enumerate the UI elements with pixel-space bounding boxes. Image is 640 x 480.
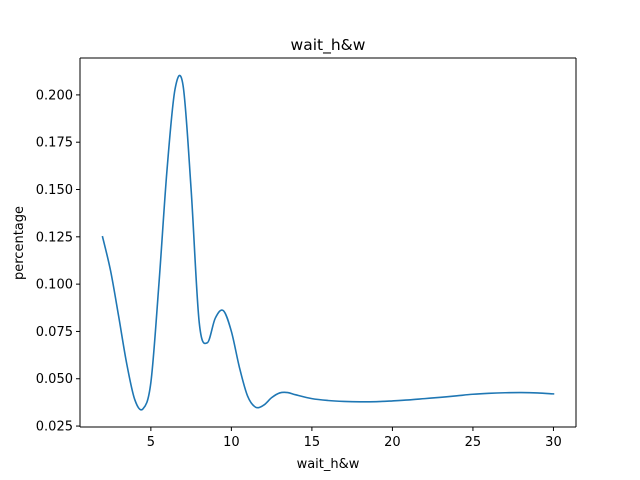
- x-tick-label: 20: [384, 435, 401, 450]
- y-tick-label: 0.150: [36, 183, 73, 198]
- y-tick-label: 0.200: [36, 88, 73, 103]
- x-tick-label: 5: [147, 435, 155, 450]
- y-tick-label: 0.025: [36, 420, 73, 435]
- x-axis-label: wait_h&w: [297, 457, 360, 472]
- x-tick-label: 30: [545, 435, 562, 450]
- chart-title: wait_h&w: [291, 36, 366, 55]
- plot-area: [80, 58, 576, 427]
- series-layer: [101, 74, 555, 411]
- x-tick-label: 10: [223, 435, 240, 450]
- y-axis-label: percentage: [12, 206, 27, 280]
- y-tick-label: 0.175: [36, 136, 73, 151]
- y-tick-label: 0.100: [36, 278, 73, 293]
- series-line-0: [101, 74, 555, 411]
- x-tick-label: 25: [465, 435, 482, 450]
- axes-frame: [79, 57, 577, 428]
- y-axis-ticks: 0.025 0.050 0.075 0.100 0.125 0.150 0.175 0.200: [36, 88, 80, 435]
- y-tick-label: 0.075: [36, 325, 73, 340]
- y-tick-label: 0.050: [36, 372, 73, 387]
- y-tick-label: 0.125: [36, 230, 73, 245]
- x-tick-label: 15: [304, 435, 321, 450]
- x-axis-ticks: 5 10 15 20 25 30: [147, 427, 562, 450]
